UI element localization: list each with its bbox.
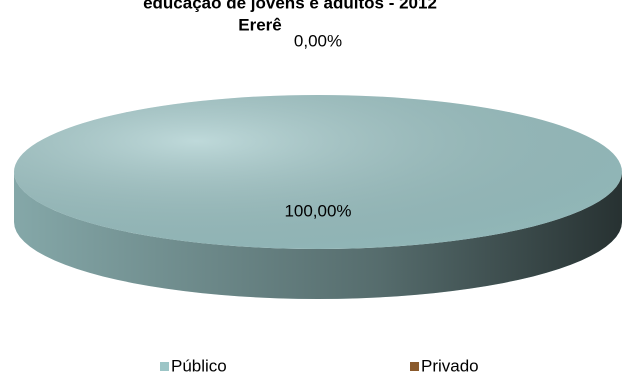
legend-swatch (160, 362, 169, 371)
top-shade (14, 95, 622, 249)
chart-title: educação de jovens e adultos - 2012 (143, 0, 437, 12)
side-shade (14, 172, 622, 299)
data-label: 0,00% (294, 31, 342, 50)
legend-label: Privado (421, 356, 479, 375)
chart-title: Ererê (238, 15, 281, 34)
legend-label: Público (171, 356, 227, 375)
labels: 100,00% 0,00% (284, 31, 351, 220)
legend-swatch (410, 362, 419, 371)
pie (14, 95, 622, 299)
data-label: 100,00% (284, 201, 351, 220)
